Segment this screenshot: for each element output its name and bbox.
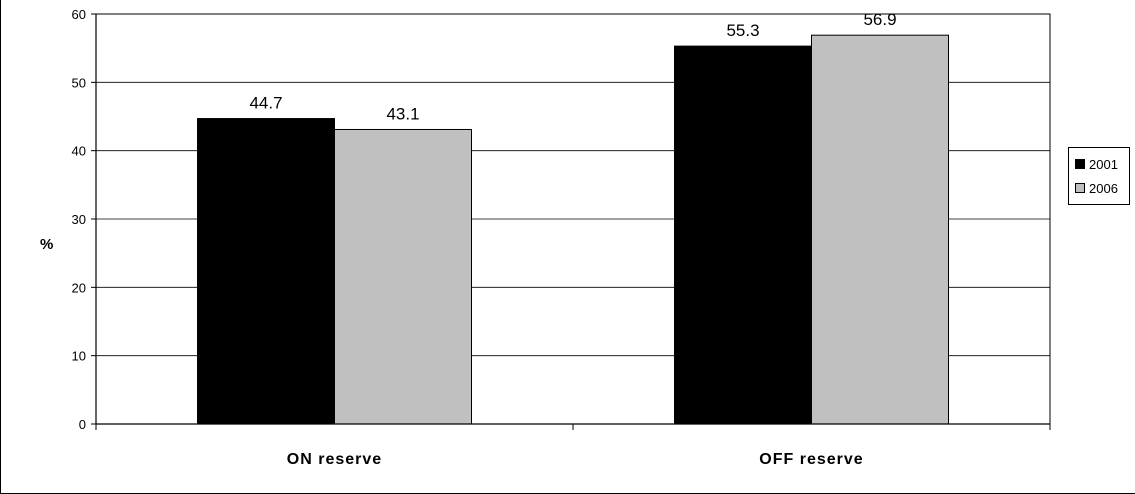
- bar-off-reserve-2006: [811, 34, 949, 425]
- y-tick-label-20: 20: [72, 280, 86, 295]
- bar-on-reserve-2001: [197, 118, 335, 425]
- bars: [197, 34, 949, 425]
- data-label-on-reserve-2006: 43.1: [386, 104, 419, 123]
- x-category-label-0: ON reserve: [287, 451, 382, 468]
- legend-item-2001: 2001: [1075, 152, 1129, 176]
- data-label-on-reserve-2001: 44.7: [249, 94, 282, 113]
- legend-swatch-2001: [1075, 159, 1085, 169]
- legend: 2001 2006: [1068, 147, 1130, 205]
- y-tick-label-0: 0: [79, 417, 86, 432]
- bar-off-reserve-2001: [674, 45, 812, 425]
- legend-swatch-2006: [1075, 183, 1085, 193]
- y-tick-label-10: 10: [72, 349, 86, 364]
- y-tick-label-40: 40: [72, 144, 86, 159]
- y-axis-label: %: [40, 236, 53, 253]
- legend-label-2006: 2006: [1089, 180, 1118, 196]
- legend-item-2006: 2006: [1075, 176, 1129, 200]
- labels: 0 10 20 30 40 50 60 44.7 43.1 ON reserve 55.3 56.9 O…: [72, 7, 897, 468]
- x-category-label-1: OFF reserve: [759, 451, 863, 468]
- axes: [91, 13, 1051, 430]
- y-tick-label-50: 50: [72, 75, 86, 90]
- y-tick-label-60: 60: [72, 7, 86, 22]
- bar-on-reserve-2006: [334, 128, 472, 425]
- data-label-off-reserve-2001: 55.3: [726, 21, 759, 40]
- data-label-off-reserve-2006: 56.9: [863, 10, 896, 29]
- y-tick-label-30: 30: [72, 212, 86, 227]
- legend-label-2001: 2001: [1089, 156, 1118, 172]
